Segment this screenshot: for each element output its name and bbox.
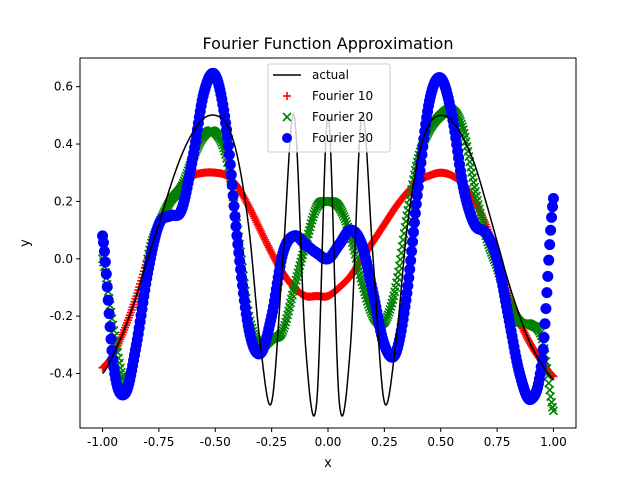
x-tick-label: 0.00 xyxy=(315,435,342,449)
x-tick-label: -0.75 xyxy=(143,435,174,449)
legend-label-actual: actual xyxy=(312,68,349,82)
data-point-fourier-30 xyxy=(413,173,425,185)
data-point-fourier-30 xyxy=(229,210,241,222)
data-point-fourier-20 xyxy=(385,304,395,315)
data-point-fourier-30 xyxy=(405,254,417,266)
data-point-fourier-20 xyxy=(307,215,317,225)
data-point-fourier-30 xyxy=(537,343,549,355)
data-point-fourier-30 xyxy=(539,318,551,330)
data-point-fourier-30 xyxy=(234,255,246,267)
data-point-fourier-30 xyxy=(408,217,420,229)
data-point-fourier-20 xyxy=(309,209,319,219)
y-tick-label: 0.2 xyxy=(54,194,73,208)
y-tick-label: 0.6 xyxy=(54,80,73,94)
data-point-fourier-30 xyxy=(412,181,424,193)
data-point-fourier-30 xyxy=(230,220,242,232)
y-tick-label: -0.2 xyxy=(50,309,73,323)
y-axis: -0.4 -0.2 0.0 0.2 0.4 0.6 xyxy=(50,80,80,381)
data-point-fourier-30 xyxy=(228,200,240,212)
data-point-fourier-30 xyxy=(411,189,423,201)
data-point-fourier-30 xyxy=(100,268,112,280)
data-point-fourier-30 xyxy=(232,238,244,250)
x-tick-label: -0.25 xyxy=(256,435,287,449)
legend-label-fourier-10: Fourier 10 xyxy=(312,89,373,103)
data-point-fourier-30 xyxy=(541,287,553,299)
legend-label-fourier-30: Fourier 30 xyxy=(312,131,373,145)
x-tick-label: 0.25 xyxy=(371,435,398,449)
data-point-fourier-20 xyxy=(280,320,290,330)
data-point-fourier-30 xyxy=(410,198,422,210)
data-point-fourier-30 xyxy=(414,165,426,177)
data-point-fourier-30 xyxy=(540,303,552,315)
data-point-fourier-30 xyxy=(407,236,419,248)
data-point-fourier-30 xyxy=(103,308,115,320)
data-point-fourier-30 xyxy=(403,272,415,284)
data-point-fourier-30 xyxy=(223,149,235,161)
y-tick-label: -0.4 xyxy=(50,367,73,381)
data-point-fourier-30 xyxy=(407,226,419,238)
data-point-fourier-30 xyxy=(547,201,559,213)
x-tick-label: -1.00 xyxy=(87,435,118,449)
chart-title: Fourier Function Approximation xyxy=(203,34,454,53)
data-point-fourier-30 xyxy=(235,263,247,275)
data-point-fourier-20 xyxy=(384,307,394,317)
legend-box xyxy=(267,63,391,153)
legend-swatch-fourier-30 xyxy=(282,133,292,143)
x-tick-label: 1.00 xyxy=(540,435,567,449)
data-point-fourier-30 xyxy=(97,237,109,249)
x-tick-label: -0.50 xyxy=(200,435,231,449)
data-point-fourier-30 xyxy=(104,321,116,333)
y-tick-label: 0.4 xyxy=(54,137,73,151)
data-point-fourier-30 xyxy=(545,224,557,236)
legend-swatch-fourier-10 xyxy=(283,92,291,100)
data-point-fourier-30 xyxy=(544,239,556,251)
data-point-fourier-20 xyxy=(383,310,393,320)
data-point-fourier-20 xyxy=(341,216,351,227)
data-point-fourier-30 xyxy=(226,179,238,191)
data-point-fourier-30 xyxy=(225,169,237,181)
legend-label-fourier-20: Fourier 20 xyxy=(312,110,373,124)
data-point-fourier-30 xyxy=(222,140,234,152)
data-point-fourier-30 xyxy=(99,256,111,268)
x-tick-label: 0.75 xyxy=(484,435,511,449)
data-point-fourier-20 xyxy=(279,323,289,333)
x-tick-label: 0.50 xyxy=(427,435,454,449)
data-point-fourier-30 xyxy=(224,159,236,171)
series-fourier-30 xyxy=(97,67,559,406)
legend-swatch-fourier-20 xyxy=(282,112,292,122)
x-axis-label: x xyxy=(324,456,332,471)
data-point-fourier-30 xyxy=(546,211,558,223)
legend: actual Fourier 10 Fourier 20 Fourier 30 xyxy=(267,63,391,153)
data-point-fourier-30 xyxy=(538,332,550,344)
data-point-fourier-30 xyxy=(542,270,554,282)
series-layer xyxy=(97,67,559,417)
data-point-fourier-30 xyxy=(547,193,559,205)
data-point-fourier-30 xyxy=(227,190,239,202)
data-point-fourier-30 xyxy=(105,333,117,345)
data-point-fourier-20 xyxy=(548,406,559,416)
data-point-fourier-20 xyxy=(308,212,318,222)
data-point-fourier-20 xyxy=(338,209,348,219)
data-point-fourier-30 xyxy=(231,230,243,242)
data-point-fourier-30 xyxy=(102,294,114,306)
data-point-fourier-30 xyxy=(406,245,418,257)
data-point-fourier-30 xyxy=(409,207,421,219)
data-point-fourier-30 xyxy=(221,131,233,143)
y-tick-label: 0.0 xyxy=(54,252,73,266)
x-axis: -1.00 -0.75 -0.50 -0.25 0.00 0.25 0.50 0.75 1.00 xyxy=(87,428,567,449)
data-point-fourier-30 xyxy=(404,263,416,275)
data-point-fourier-30 xyxy=(402,280,414,292)
data-point-fourier-30 xyxy=(543,254,555,266)
data-point-fourier-30 xyxy=(233,247,245,259)
data-point-fourier-30 xyxy=(101,281,113,293)
data-point-fourier-20 xyxy=(340,214,350,224)
data-point-fourier-30 xyxy=(98,245,110,257)
data-point-fourier-20 xyxy=(339,212,349,222)
y-axis-label: y xyxy=(18,239,33,247)
data-point-fourier-20 xyxy=(278,325,288,336)
data-point-fourier-20 xyxy=(382,312,392,322)
